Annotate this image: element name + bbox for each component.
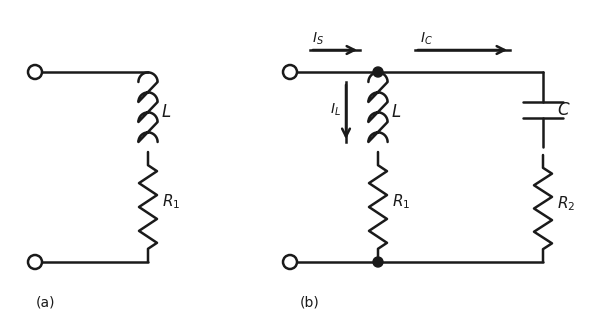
Text: C: C: [557, 101, 568, 119]
Text: $I_S$: $I_S$: [312, 31, 324, 47]
Text: $R_1$: $R_1$: [392, 193, 410, 211]
Text: L: L: [392, 103, 401, 121]
Text: (a): (a): [35, 295, 55, 309]
Text: $I_L$: $I_L$: [330, 102, 341, 118]
Text: $R_2$: $R_2$: [557, 194, 575, 213]
Text: $I_C$: $I_C$: [420, 31, 433, 47]
Circle shape: [373, 257, 383, 267]
Text: (b): (b): [300, 295, 320, 309]
Circle shape: [373, 67, 383, 77]
Text: $R_1$: $R_1$: [162, 193, 180, 211]
Text: L: L: [162, 103, 171, 121]
